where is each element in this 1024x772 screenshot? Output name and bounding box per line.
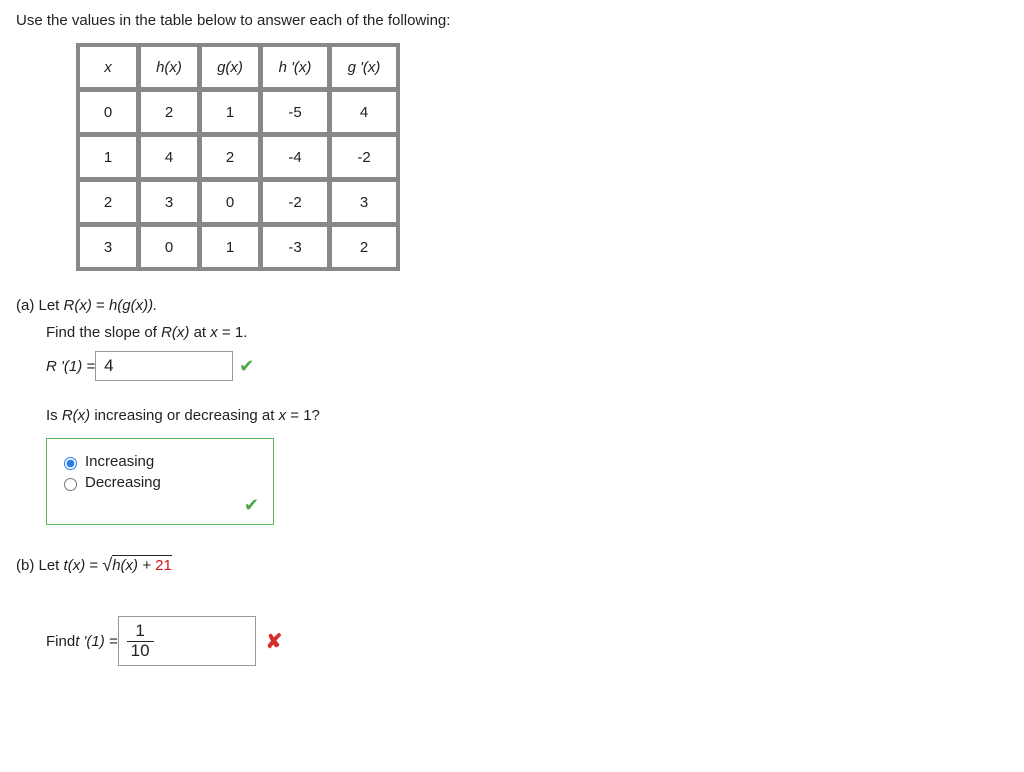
find-slope-line: Find the slope of R(x) at x = 1. xyxy=(46,324,1008,341)
th-gprimex: g '(x) xyxy=(331,46,397,88)
cell: 0 xyxy=(140,226,198,268)
hx-plus: h(x) + xyxy=(112,557,155,574)
inc-dec-question: Is R(x) increasing or decreasing at x = … xyxy=(46,407,1008,424)
eq-sign: = xyxy=(92,297,109,314)
wrong-icon: ✘ xyxy=(266,629,283,654)
cell: -3 xyxy=(262,226,328,268)
cell: 4 xyxy=(331,91,397,133)
instruction-text: Use the values in the table below to ans… xyxy=(16,12,1008,29)
fn-name: R(x) xyxy=(62,407,90,424)
cell: 1 xyxy=(201,91,259,133)
cell: 2 xyxy=(79,181,137,223)
cell: -2 xyxy=(262,181,328,223)
check-icon: ✔ xyxy=(244,495,259,515)
var-x: x xyxy=(210,324,218,341)
table-row: 2 3 0 -2 3 xyxy=(79,181,397,223)
text: Find the slope of xyxy=(46,324,161,341)
part-b-label: (b) Let xyxy=(16,557,64,574)
cell: 1 xyxy=(79,136,137,178)
cell: 3 xyxy=(79,226,137,268)
eq-sign: = xyxy=(85,557,102,574)
part-b: (b) Let t(x) = √h(x) + 21 Find t '(1) = … xyxy=(16,555,1008,666)
cell: 0 xyxy=(79,91,137,133)
fraction: 1 10 xyxy=(127,622,154,660)
cell: 2 xyxy=(140,91,198,133)
table-header-row: x h(x) g(x) h '(x) g '(x) xyxy=(79,46,397,88)
part-a-label: (a) Let xyxy=(16,297,64,314)
t-of-x: t(x) xyxy=(64,557,86,574)
fraction-denominator: 10 xyxy=(127,642,154,661)
inc-dec-radio-group: Increasing Decreasing ✔ xyxy=(46,438,274,525)
table-row: 1 4 2 -4 -2 xyxy=(79,136,397,178)
part-a: (a) Let R(x) = h(g(x)). Find the slope o… xyxy=(16,297,1008,525)
cell: -2 xyxy=(331,136,397,178)
rprime-answer-input[interactable]: 4 xyxy=(95,351,233,381)
th-x: x xyxy=(79,46,137,88)
cell: -5 xyxy=(262,91,328,133)
text: = 1. xyxy=(218,324,248,341)
constant-21: 21 xyxy=(155,557,172,574)
table-row: 3 0 1 -3 2 xyxy=(79,226,397,268)
table-row: 0 2 1 -5 4 xyxy=(79,91,397,133)
cell: 2 xyxy=(201,136,259,178)
text: at xyxy=(189,324,210,341)
rprime-answer-row: R '(1) = 4 ✔ xyxy=(46,351,1008,381)
values-table: x h(x) g(x) h '(x) g '(x) 0 2 1 -5 4 1 4… xyxy=(76,43,400,271)
cell: -4 xyxy=(262,136,328,178)
sqrt-icon: √ xyxy=(102,555,112,575)
rprime-label: R '(1) = xyxy=(46,358,95,375)
cell: 1 xyxy=(201,226,259,268)
var-x: x xyxy=(279,407,287,424)
radio-increasing-label: Increasing xyxy=(85,453,154,470)
text: increasing or decreasing at xyxy=(90,407,278,424)
text: Is xyxy=(46,407,62,424)
tprime-answer-row: Find t '(1) = 1 10 ✘ xyxy=(46,616,1008,666)
th-gx: g(x) xyxy=(201,46,259,88)
radio-decreasing[interactable] xyxy=(64,478,77,491)
tprime-label: t '(1) = xyxy=(75,633,117,650)
R-of-x: R(x) xyxy=(64,297,92,314)
sqrt-content: h(x) + 21 xyxy=(112,555,172,574)
cell: 3 xyxy=(331,181,397,223)
cell: 0 xyxy=(201,181,259,223)
cell: 4 xyxy=(140,136,198,178)
cell: 3 xyxy=(140,181,198,223)
radio-increasing[interactable] xyxy=(64,457,77,470)
th-hprimex: h '(x) xyxy=(262,46,328,88)
find-text: Find xyxy=(46,633,75,650)
cell: 2 xyxy=(331,226,397,268)
check-icon: ✔ xyxy=(239,356,254,377)
text: = 1? xyxy=(286,407,320,424)
fn-name: R(x) xyxy=(161,324,189,341)
tprime-answer-input[interactable]: 1 10 xyxy=(118,616,256,666)
radio-decreasing-label: Decreasing xyxy=(85,474,161,491)
fraction-numerator: 1 xyxy=(127,622,154,642)
th-hx: h(x) xyxy=(140,46,198,88)
h-of-g: h(g(x)). xyxy=(109,297,157,314)
